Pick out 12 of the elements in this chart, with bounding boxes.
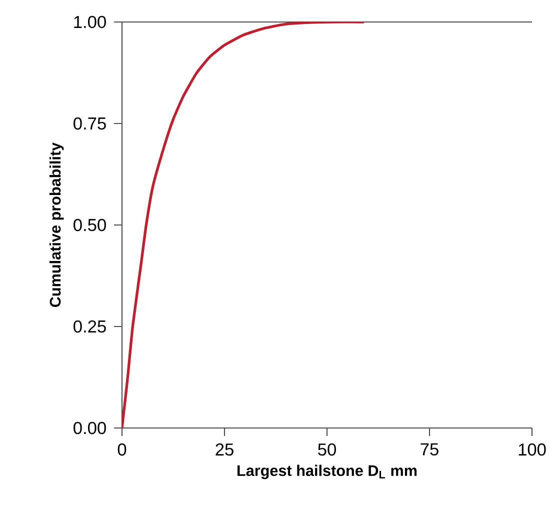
x-axis-title: Largest hailstone D$_{L}$ mm: [238, 464, 417, 480]
y-tick-label: 1.00: [74, 16, 106, 28]
y-tick-label: 0.75: [74, 117, 106, 130]
x-tick-label: 50: [318, 443, 336, 456]
x-tick-label: 25: [216, 443, 234, 456]
x-tick-label: 0: [118, 443, 126, 456]
y-tick-label: 0.50: [74, 218, 106, 232]
y-tick-label: 0.25: [74, 320, 106, 333]
x-tick-label: 75: [420, 443, 438, 456]
x-tick-label: 100: [518, 443, 546, 456]
y-axis-title: Cumulative probability: [49, 142, 64, 308]
y-tick-label: 0.00: [74, 422, 106, 434]
